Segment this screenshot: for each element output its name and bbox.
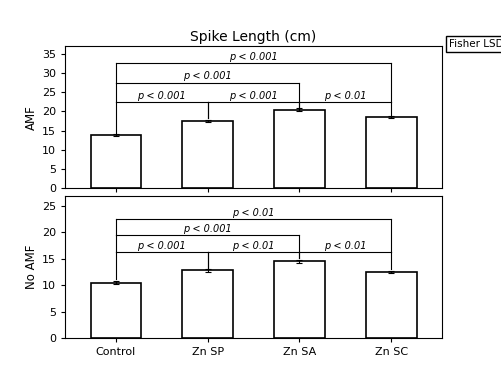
Text: p < 0.01: p < 0.01	[232, 208, 274, 218]
Text: p < 0.001: p < 0.001	[228, 91, 278, 101]
Bar	[365, 117, 416, 189]
Y-axis label: No AMF: No AMF	[25, 245, 38, 289]
Text: p < 0.01: p < 0.01	[324, 91, 366, 101]
Text: p < 0.001: p < 0.001	[183, 224, 231, 234]
Bar	[182, 270, 232, 338]
Bar	[90, 135, 141, 189]
Title: Spike Length (cm): Spike Length (cm)	[190, 30, 316, 43]
Text: p < 0.001: p < 0.001	[137, 91, 186, 101]
Bar	[274, 262, 324, 338]
Bar	[182, 121, 232, 189]
Bar	[274, 109, 324, 189]
Bar	[365, 272, 416, 338]
Text: p < 0.01: p < 0.01	[232, 241, 274, 251]
Y-axis label: AMF: AMF	[25, 105, 38, 130]
Bar	[90, 283, 141, 338]
Text: p < 0.01: p < 0.01	[324, 241, 366, 251]
Text: p < 0.001: p < 0.001	[228, 52, 278, 62]
Text: p < 0.001: p < 0.001	[137, 241, 186, 251]
Text: p < 0.001: p < 0.001	[183, 71, 231, 81]
Text: Fisher LSD: Fisher LSD	[448, 39, 501, 49]
